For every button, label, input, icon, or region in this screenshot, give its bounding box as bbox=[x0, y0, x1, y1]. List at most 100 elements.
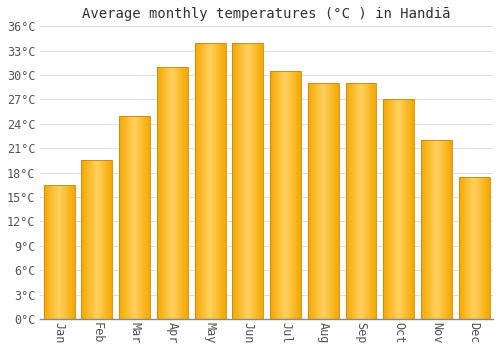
Bar bbox=[241, 43, 242, 319]
Bar bbox=[284, 71, 285, 319]
Bar bbox=[468, 177, 469, 319]
Bar bbox=[262, 43, 264, 319]
Bar bbox=[335, 83, 336, 319]
Bar bbox=[395, 99, 396, 319]
Bar bbox=[86, 160, 87, 319]
Bar bbox=[204, 43, 206, 319]
Bar bbox=[466, 177, 467, 319]
Bar bbox=[124, 116, 126, 319]
Bar bbox=[88, 160, 89, 319]
Bar bbox=[90, 160, 92, 319]
Bar bbox=[287, 71, 288, 319]
Bar bbox=[337, 83, 338, 319]
Bar bbox=[411, 99, 412, 319]
Bar bbox=[223, 43, 224, 319]
Bar bbox=[489, 177, 490, 319]
Bar bbox=[248, 43, 250, 319]
Bar bbox=[479, 177, 480, 319]
Bar bbox=[331, 83, 332, 319]
Bar bbox=[45, 185, 46, 319]
Bar bbox=[428, 140, 430, 319]
Bar bbox=[168, 67, 170, 319]
Bar bbox=[56, 185, 57, 319]
Bar bbox=[371, 83, 372, 319]
Bar bbox=[478, 177, 479, 319]
Bar bbox=[242, 43, 243, 319]
Bar bbox=[270, 71, 271, 319]
Bar bbox=[347, 83, 348, 319]
Bar bbox=[170, 67, 171, 319]
Bar bbox=[441, 140, 442, 319]
Bar bbox=[143, 116, 144, 319]
Bar bbox=[324, 83, 325, 319]
Bar bbox=[278, 71, 280, 319]
Bar bbox=[318, 83, 320, 319]
Bar bbox=[47, 185, 48, 319]
Bar bbox=[217, 43, 218, 319]
Bar bbox=[450, 140, 451, 319]
Bar bbox=[283, 71, 284, 319]
Bar bbox=[270, 71, 301, 319]
Bar bbox=[167, 67, 168, 319]
Bar bbox=[57, 185, 58, 319]
Bar bbox=[173, 67, 174, 319]
Bar bbox=[464, 177, 465, 319]
Bar bbox=[130, 116, 131, 319]
Bar bbox=[84, 160, 86, 319]
Bar bbox=[427, 140, 428, 319]
Bar bbox=[291, 71, 292, 319]
Bar bbox=[461, 177, 462, 319]
Bar bbox=[332, 83, 334, 319]
Bar bbox=[365, 83, 366, 319]
Bar bbox=[243, 43, 244, 319]
Bar bbox=[277, 71, 278, 319]
Bar bbox=[476, 177, 478, 319]
Bar bbox=[134, 116, 136, 319]
Bar bbox=[444, 140, 445, 319]
Bar bbox=[52, 185, 53, 319]
Bar bbox=[314, 83, 315, 319]
Bar bbox=[350, 83, 351, 319]
Bar bbox=[255, 43, 256, 319]
Bar bbox=[206, 43, 207, 319]
Bar bbox=[408, 99, 409, 319]
Bar bbox=[200, 43, 201, 319]
Bar bbox=[260, 43, 261, 319]
Bar bbox=[177, 67, 178, 319]
Bar bbox=[234, 43, 236, 319]
Bar bbox=[276, 71, 277, 319]
Bar bbox=[261, 43, 262, 319]
Bar bbox=[316, 83, 317, 319]
Bar bbox=[89, 160, 90, 319]
Bar bbox=[69, 185, 70, 319]
Bar bbox=[220, 43, 221, 319]
Bar bbox=[48, 185, 49, 319]
Bar bbox=[146, 116, 147, 319]
Bar bbox=[253, 43, 254, 319]
Bar bbox=[54, 185, 56, 319]
Bar bbox=[247, 43, 248, 319]
Bar bbox=[184, 67, 186, 319]
Bar bbox=[396, 99, 397, 319]
Bar bbox=[244, 43, 246, 319]
Bar bbox=[44, 185, 74, 319]
Bar bbox=[442, 140, 444, 319]
Bar bbox=[356, 83, 357, 319]
Bar bbox=[282, 71, 283, 319]
Bar bbox=[82, 160, 112, 319]
Bar bbox=[397, 99, 398, 319]
Bar bbox=[216, 43, 217, 319]
Bar bbox=[211, 43, 212, 319]
Bar bbox=[467, 177, 468, 319]
Bar bbox=[485, 177, 486, 319]
Bar bbox=[70, 185, 71, 319]
Bar bbox=[271, 71, 272, 319]
Bar bbox=[174, 67, 176, 319]
Bar bbox=[392, 99, 394, 319]
Bar bbox=[53, 185, 54, 319]
Bar bbox=[368, 83, 370, 319]
Bar bbox=[194, 43, 226, 319]
Bar bbox=[310, 83, 311, 319]
Bar bbox=[481, 177, 482, 319]
Bar bbox=[471, 177, 472, 319]
